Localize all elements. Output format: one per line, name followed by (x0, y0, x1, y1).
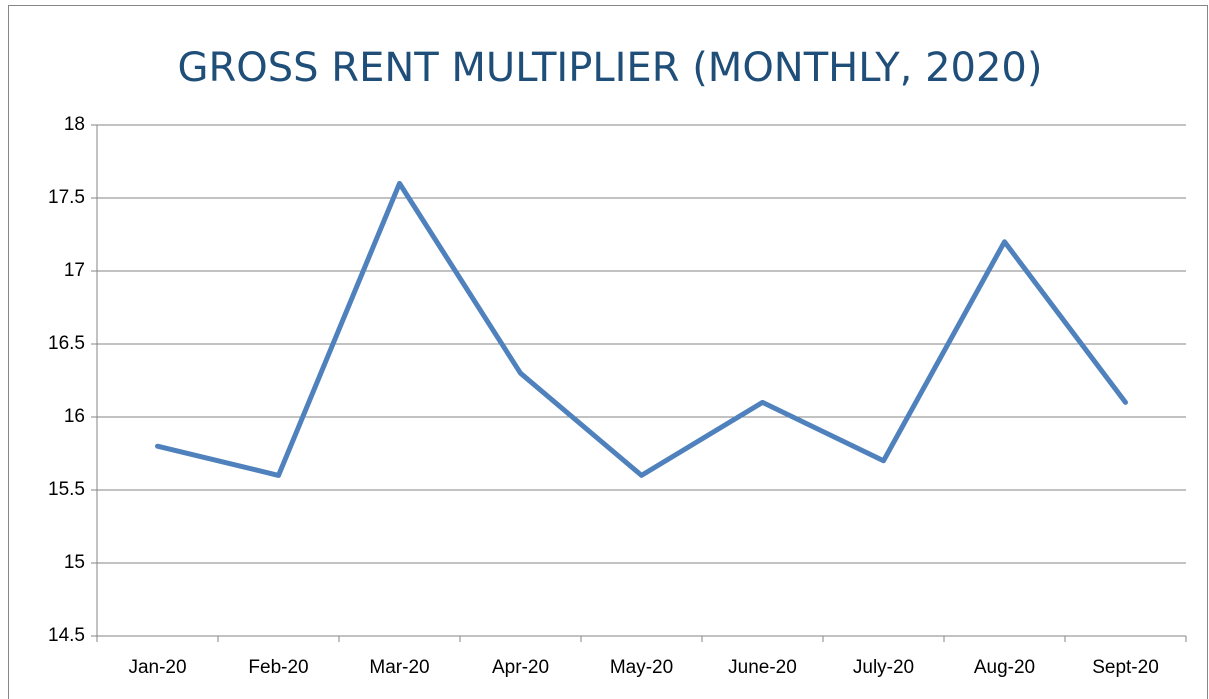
chart-title: GROSS RENT MULTIPLIER (MONTHLY, 2020) (178, 45, 1043, 91)
x-tick-label: Sept-20 (1092, 657, 1159, 678)
x-tick-label: July-20 (853, 657, 914, 678)
data-line (155, 180, 1128, 478)
x-tick-label: Feb-20 (248, 657, 308, 678)
y-tick-label: 15.5 (48, 479, 85, 500)
y-tick-label: 16.5 (48, 333, 85, 354)
y-tick-label: 15 (64, 552, 85, 573)
x-tick-label: Jan-20 (128, 657, 186, 678)
x-tick-label: Apr-20 (492, 657, 549, 678)
x-tick-label: May-20 (610, 657, 673, 678)
x-tick-label: June-20 (728, 657, 797, 678)
y-tick-label: 14.5 (48, 625, 85, 646)
x-tick-label: Mar-20 (369, 657, 429, 678)
y-tick-label: 17.5 (48, 187, 85, 208)
y-tick-label: 18 (64, 114, 85, 135)
x-tick-label: Aug-20 (974, 657, 1035, 678)
chart-border (8, 5, 1208, 699)
y-tick-label: 17 (64, 260, 85, 281)
y-tick-label: 16 (64, 406, 85, 427)
